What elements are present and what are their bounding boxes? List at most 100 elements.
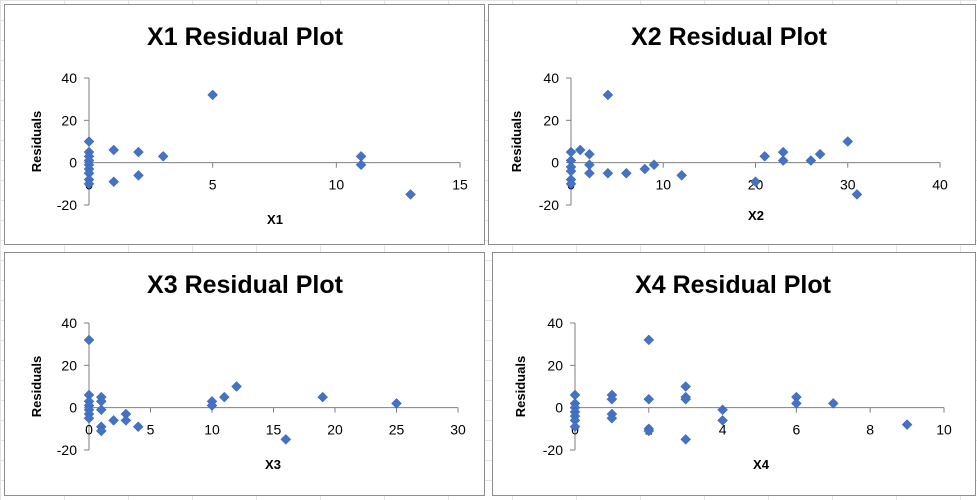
x-tick-label: 4	[719, 422, 727, 438]
y-tick-label: 20	[61, 112, 77, 128]
data-point	[584, 167, 595, 179]
data-point	[83, 412, 95, 424]
data-point	[750, 176, 761, 188]
x-axis-label: X2	[748, 208, 764, 223]
data-point	[676, 170, 688, 181]
data-point	[83, 136, 95, 147]
data-point	[83, 178, 95, 190]
x-tick-label: 30	[450, 422, 466, 438]
y-tick-label: 40	[61, 70, 77, 86]
x-tick-label: 20	[327, 422, 343, 438]
x-tick-label: 10	[936, 422, 952, 438]
y-tick-label: 40	[547, 315, 563, 331]
data-point	[391, 398, 402, 409]
x-tick-label: 10	[204, 422, 220, 438]
chart-title: X3 Residual Plot	[147, 271, 344, 299]
data-point	[574, 144, 586, 156]
x-tick-label: 8	[866, 422, 874, 438]
data-point	[157, 150, 169, 162]
chart-x2-svg: X2 Residual Plot-2002040010203040X2Resid…	[509, 23, 948, 223]
data-point	[606, 412, 618, 424]
x-tick-label: 5	[209, 177, 217, 193]
y-tick-label: 20	[543, 112, 559, 128]
data-point	[83, 334, 95, 346]
y-axis-label: Residuals	[29, 111, 44, 172]
data-point	[207, 89, 219, 101]
data-point	[565, 178, 577, 190]
data-point	[827, 398, 839, 409]
y-axis-label: Residuals	[29, 356, 44, 417]
chart-x1-svg: X1 Residual Plot-2002040051015X1Residual…	[29, 23, 468, 227]
x-tick-label: 30	[840, 177, 856, 193]
data-point	[602, 89, 614, 101]
x-tick-label: 0	[85, 422, 93, 438]
x-tick-label: 6	[793, 422, 801, 438]
data-point	[717, 415, 728, 426]
y-tick-label: 0	[555, 400, 563, 416]
y-tick-label: 20	[547, 357, 563, 373]
data-point	[901, 419, 913, 430]
data-point	[206, 400, 218, 411]
data-point	[606, 393, 618, 405]
y-tick-label: -20	[57, 442, 77, 458]
x-tick-label: 15	[452, 177, 468, 193]
x-tick-label: 10	[329, 177, 345, 193]
y-tick-label: -20	[539, 197, 559, 213]
data-point	[842, 136, 854, 147]
data-point	[218, 391, 230, 403]
data-point	[355, 159, 367, 171]
y-tick-label: 20	[61, 357, 77, 373]
x-tick-label: 10	[655, 177, 671, 193]
chart-x4-svg: X4 Residual Plot-20020400246810X4Residua…	[513, 271, 952, 472]
data-point	[717, 404, 728, 416]
chart-title: X1 Residual Plot	[147, 23, 344, 51]
data-point	[317, 391, 329, 403]
data-point	[648, 159, 660, 171]
x-tick-label: 5	[147, 422, 155, 438]
data-point	[405, 189, 416, 200]
y-tick-label: -20	[543, 442, 563, 458]
x-axis-label: X4	[753, 457, 770, 472]
data-point	[777, 155, 789, 166]
data-point	[639, 163, 651, 175]
y-axis-label: Residuals	[509, 111, 524, 172]
y-tick-label: 0	[69, 155, 77, 171]
y-tick-label: 40	[543, 70, 559, 86]
y-tick-label: 0	[69, 400, 77, 416]
chart-title: X4 Residual Plot	[635, 271, 832, 299]
data-point	[133, 170, 144, 181]
data-point	[108, 415, 119, 426]
y-tick-label: 0	[551, 155, 559, 171]
data-point	[851, 189, 863, 200]
data-point	[643, 425, 655, 437]
chart-x3-residual-plot[interactable]: X3 Residual Plot -20 0 20 40 0 5 10 15 20 25 30 X3 Re…	[4, 252, 485, 496]
data-point	[620, 167, 632, 179]
data-point	[805, 155, 817, 166]
data-point	[108, 144, 120, 156]
data-point	[680, 393, 692, 405]
data-point	[643, 393, 655, 405]
data-point	[95, 425, 107, 437]
chart-x2-residual-plot[interactable]: X2 Residual Plot-2002040010203040X2Resid…	[488, 4, 976, 245]
data-point	[133, 146, 144, 158]
x-tick-label: 15	[266, 422, 282, 438]
chart-x4-residual-plot[interactable]: X4 Residual Plot-20020400246810X4Residua…	[492, 252, 976, 496]
data-point	[231, 381, 242, 392]
data-point	[584, 148, 595, 160]
x-tick-label: 40	[932, 177, 948, 193]
data-point	[132, 421, 144, 433]
chart-x1-residual-plot[interactable]: X1 Residual Plot-2002040051015X1Residual…	[4, 4, 485, 245]
data-point	[643, 334, 655, 346]
data-point	[759, 150, 771, 162]
data-point	[95, 404, 107, 416]
data-point	[569, 421, 581, 433]
y-axis-label: Residuals	[513, 356, 528, 417]
data-point	[814, 148, 826, 160]
x-axis-label: X1	[267, 212, 283, 227]
x-axis-label: X3	[265, 457, 281, 472]
data-point	[280, 434, 292, 445]
data-point	[108, 176, 120, 188]
data-point	[602, 167, 614, 179]
chart-title: X2 Residual Plot	[631, 23, 828, 51]
y-tick-label: -20	[57, 197, 77, 213]
